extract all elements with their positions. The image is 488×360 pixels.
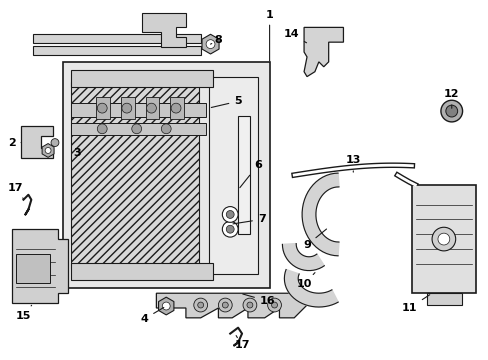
Circle shape: [122, 103, 131, 113]
Circle shape: [440, 100, 462, 122]
Circle shape: [271, 302, 277, 308]
Text: 17: 17: [8, 183, 24, 199]
Circle shape: [445, 105, 457, 117]
Circle shape: [222, 221, 238, 237]
Bar: [63, 62, 269, 288]
Polygon shape: [156, 293, 308, 318]
Text: 11: 11: [401, 295, 429, 313]
Polygon shape: [284, 270, 338, 307]
Text: 4: 4: [141, 307, 163, 324]
Bar: [16, 254, 50, 283]
Circle shape: [97, 124, 107, 134]
Circle shape: [131, 124, 142, 134]
Polygon shape: [12, 229, 68, 303]
Circle shape: [171, 103, 181, 113]
Circle shape: [197, 302, 203, 308]
Text: 5: 5: [211, 96, 242, 108]
Text: 8: 8: [210, 35, 222, 45]
Circle shape: [437, 233, 449, 245]
Polygon shape: [282, 244, 324, 271]
Bar: [71, 70, 213, 87]
Bar: [238, 116, 249, 234]
Text: 13: 13: [345, 155, 360, 172]
Polygon shape: [71, 103, 205, 117]
Bar: [145, 97, 159, 119]
Polygon shape: [71, 123, 205, 135]
Circle shape: [45, 148, 51, 153]
Circle shape: [97, 103, 107, 113]
Circle shape: [193, 298, 207, 312]
Text: 2: 2: [8, 138, 21, 148]
Bar: [33, 46, 200, 55]
Bar: [71, 82, 198, 269]
Bar: [33, 34, 200, 43]
Text: 15: 15: [16, 305, 32, 321]
Bar: [71, 263, 213, 280]
Polygon shape: [142, 13, 185, 47]
Circle shape: [205, 40, 215, 49]
Polygon shape: [302, 173, 338, 256]
Circle shape: [431, 227, 455, 251]
Bar: [411, 185, 475, 293]
Text: 6: 6: [239, 160, 261, 188]
Text: 10: 10: [296, 273, 314, 289]
Bar: [96, 97, 110, 119]
Polygon shape: [21, 126, 53, 158]
Text: 9: 9: [303, 229, 326, 250]
Bar: [208, 77, 257, 274]
Polygon shape: [304, 27, 343, 77]
Circle shape: [243, 298, 256, 312]
Circle shape: [222, 302, 228, 308]
Circle shape: [226, 211, 234, 219]
Circle shape: [222, 207, 238, 222]
Bar: [426, 293, 461, 305]
Text: 3: 3: [74, 148, 81, 158]
Circle shape: [218, 298, 232, 312]
Bar: [121, 97, 135, 119]
Text: 7: 7: [232, 215, 265, 224]
Circle shape: [226, 225, 234, 233]
Circle shape: [146, 103, 156, 113]
Text: 17: 17: [234, 336, 249, 350]
Circle shape: [51, 139, 59, 147]
Text: 12: 12: [443, 89, 459, 108]
Text: 1: 1: [265, 10, 273, 61]
Circle shape: [161, 124, 171, 134]
Circle shape: [162, 302, 170, 310]
Text: 14: 14: [283, 29, 306, 43]
Text: 16: 16: [242, 294, 275, 306]
Circle shape: [246, 302, 252, 308]
Circle shape: [267, 298, 281, 312]
Bar: [170, 97, 183, 119]
